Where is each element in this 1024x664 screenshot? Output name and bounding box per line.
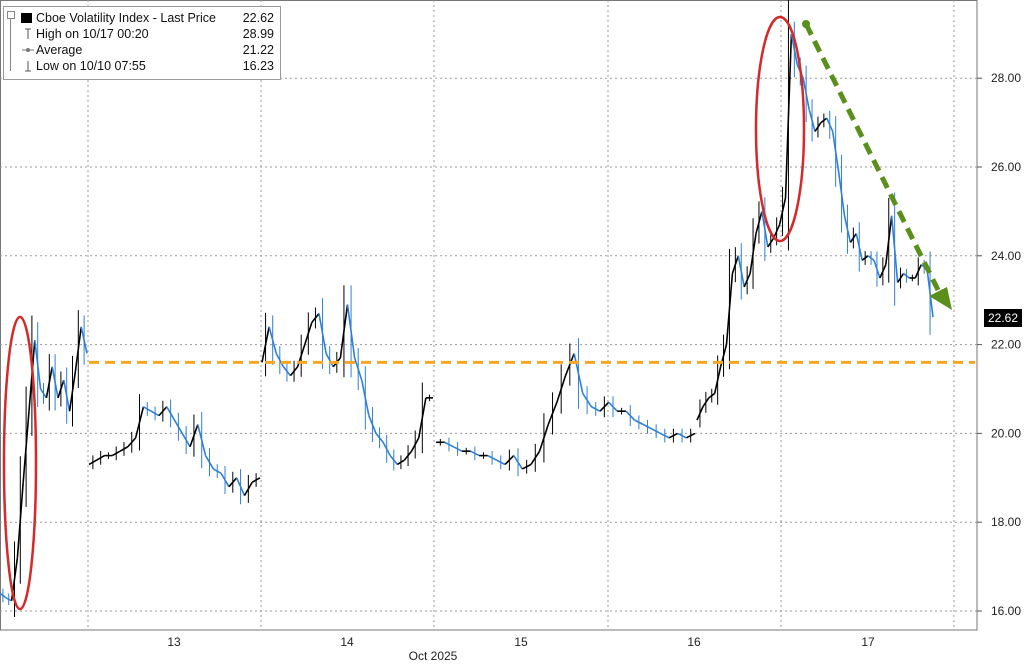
trend-arrow-head <box>929 287 952 310</box>
y-tick-label: 28.00 <box>991 71 1021 85</box>
legend-row-average: Average 21.22 <box>4 42 278 58</box>
x-tick-label: 13 <box>167 635 181 649</box>
high-marker-icon <box>25 28 31 39</box>
highlight-ellipse-low <box>2 315 38 611</box>
legend-row-low: Low on 10/10 07:55 16.23 <box>4 58 278 74</box>
x-axis-ticks: 13 14 15 16 17 <box>167 635 875 649</box>
x-tick-label: 14 <box>340 635 354 649</box>
legend-series-value: 22.62 <box>242 11 274 25</box>
y-tick-label: 18.00 <box>991 515 1021 529</box>
vix-series-line <box>0 0 934 618</box>
legend-low-value: 16.23 <box>242 59 274 73</box>
legend-row-series: Cboe Volatility Index - Last Price 22.62 <box>4 10 278 26</box>
plot-border <box>0 0 978 631</box>
legend-low-label: Low on 10/10 07:55 <box>36 59 146 73</box>
legend-row-high: High on 10/17 00:20 28.99 <box>4 26 278 42</box>
low-marker-icon <box>25 61 31 72</box>
y-tick-label: 16.00 <box>991 604 1021 618</box>
x-tick-label: 15 <box>514 635 528 649</box>
highlight-ellipse-high <box>754 15 806 243</box>
average-marker-icon <box>22 48 34 52</box>
legend-average-value: 21.22 <box>242 43 274 57</box>
legend-average-label: Average <box>36 43 83 57</box>
y-tick-label: 20.00 <box>991 426 1021 440</box>
x-tick-label: 16 <box>687 635 701 649</box>
y-tick-label: 26.00 <box>991 160 1021 174</box>
chart-grid <box>0 0 978 631</box>
series-swatch-icon <box>21 13 32 23</box>
last-price-tag: 22.62 <box>984 309 1022 327</box>
trend-arrow-shaft <box>803 22 943 296</box>
chart-legend: Cboe Volatility Index - Last Price 22.62… <box>3 6 281 80</box>
y-tick-label: 22.00 <box>991 338 1021 352</box>
chart-annotations <box>2 15 952 611</box>
legend-high-value: 28.99 <box>242 27 274 41</box>
x-axis-title: Oct 2025 <box>409 649 458 663</box>
legend-guide-line <box>10 11 11 71</box>
legend-series-label: Cboe Volatility Index - Last Price <box>36 11 216 25</box>
legend-collapse-icon[interactable] <box>7 11 15 19</box>
y-tick-label: 24.00 <box>991 249 1021 263</box>
legend-high-label: High on 10/17 00:20 <box>36 27 149 41</box>
y-axis-ticks: 16.00 18.00 20.00 22.00 24.00 26.00 28.00 <box>977 71 1021 618</box>
x-tick-label: 17 <box>861 635 875 649</box>
